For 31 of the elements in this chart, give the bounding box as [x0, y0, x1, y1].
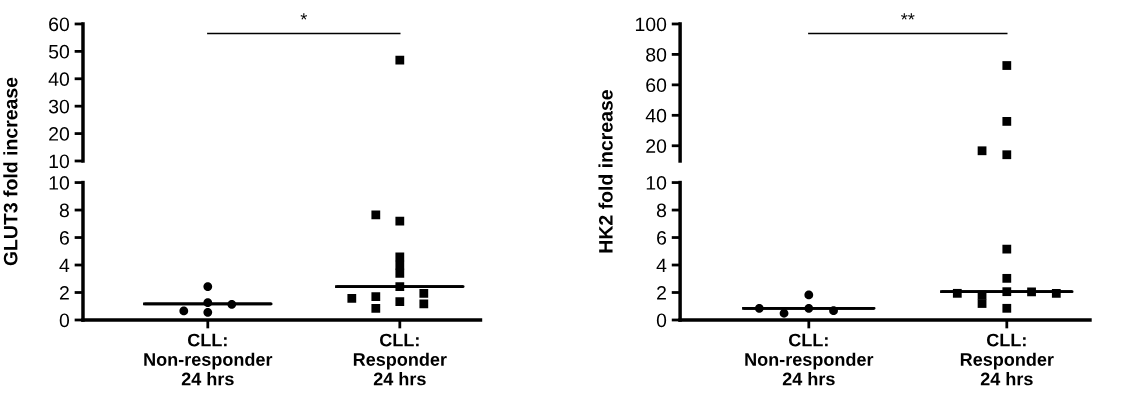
y-tick-label: 10: [646, 176, 667, 190]
y-tick-label: 40: [645, 108, 667, 123]
y-axis-title: HK2 fold increase: [598, 90, 613, 253]
y-tick-label: 8: [59, 203, 69, 218]
x-tick-label: CLL: Responder 24 hrs: [353, 333, 447, 386]
y-tick-label: 10: [49, 154, 70, 169]
y-tick-label: 10: [49, 176, 70, 190]
x-tick-label: CLL: Responder 24 hrs: [960, 333, 1054, 386]
y-tick-label: 0: [656, 313, 667, 328]
y-tick-label: 6: [657, 231, 667, 245]
text: *: [300, 13, 308, 20]
y-axis-title: GLUT3 fold increase: [3, 77, 18, 266]
y-tick-label: 100: [635, 17, 667, 32]
y-tick-label: 80: [646, 47, 667, 62]
y-tick-label: 0: [59, 313, 70, 328]
y-tick-label: 8: [656, 203, 667, 218]
x-tick-label: CLL: Non-responder 24 hrs: [745, 333, 874, 386]
y-tick-label: 30: [48, 99, 70, 114]
x-tick-label: CLL: Non-responder 24 hrs: [144, 333, 273, 386]
y-tick-label: 60: [49, 17, 70, 32]
y-tick-label: 4: [656, 258, 667, 273]
y-tick-label: 20: [49, 127, 70, 141]
text: **: [901, 13, 915, 20]
y-tick-label: 6: [59, 231, 69, 245]
y-tick-label: 20: [646, 139, 667, 153]
y-tick-label: 50: [48, 44, 70, 59]
y-tick-label: 2: [657, 285, 666, 300]
y-tick-label: 60: [646, 78, 667, 93]
y-tick-label: 40: [48, 72, 70, 87]
y-tick-label: 4: [59, 258, 70, 273]
y-tick-label: 2: [59, 285, 69, 300]
